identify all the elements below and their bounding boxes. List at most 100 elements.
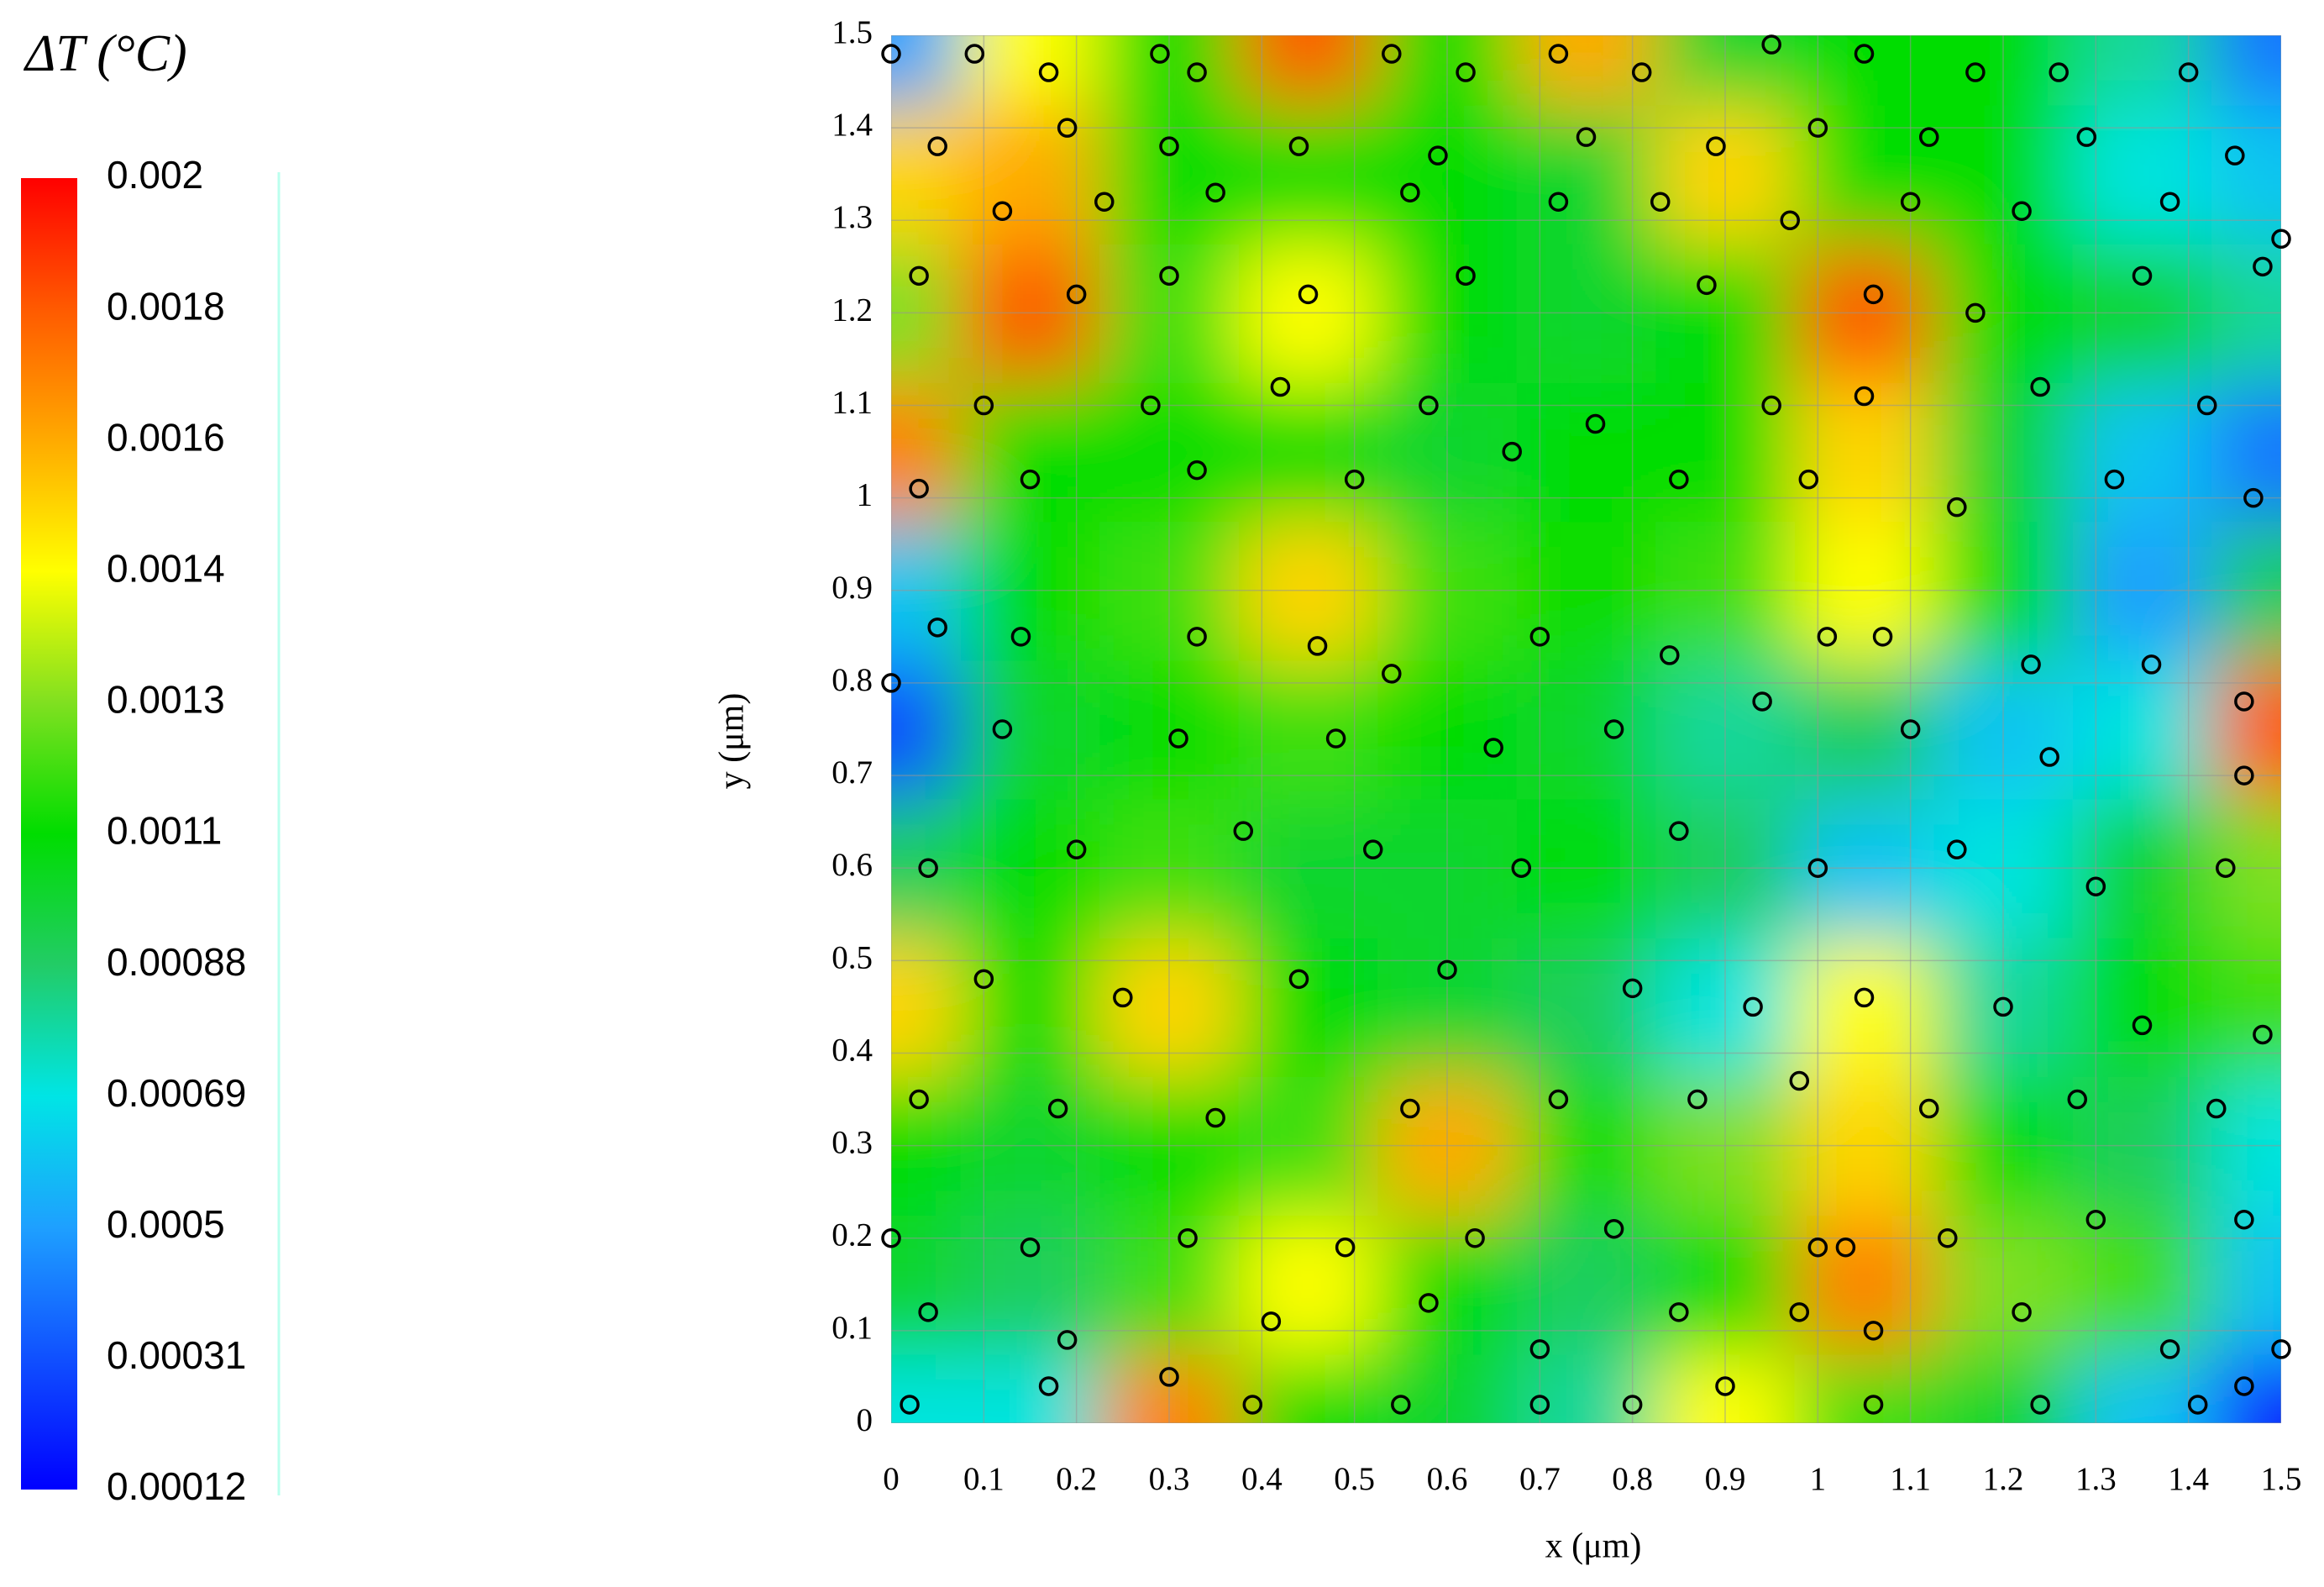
point — [2012, 1302, 2032, 1322]
point — [1660, 645, 1680, 665]
heat-cell — [2211, 382, 2281, 523]
point — [1233, 821, 1254, 841]
point — [1761, 395, 1781, 416]
heat-cell — [1794, 659, 1935, 800]
point — [1382, 664, 1402, 684]
point — [1159, 136, 1179, 156]
point — [1187, 627, 1207, 647]
point — [1020, 469, 1041, 490]
colorbar-tick-label: 0.00012 — [107, 1464, 246, 1508]
point — [1863, 1395, 1884, 1415]
x-tick-label: 1.1 — [1890, 1461, 1931, 1497]
x-tick-label: 0.9 — [1705, 1461, 1746, 1497]
point — [1529, 627, 1550, 647]
point — [2225, 145, 2245, 166]
point — [1437, 959, 1457, 980]
colorbar-tick-label: 0.0018 — [107, 284, 225, 328]
point — [1465, 1227, 1485, 1248]
point — [1752, 691, 1772, 712]
y-tick-label: 0.7 — [831, 754, 873, 791]
axes: 0 0.1 0.2 0.3 0.4 0.5 0.6 0.7 0.8 0.9 1 1.1 1.2 1.3 1.… — [831, 14, 2301, 1497]
point — [1798, 469, 1819, 490]
point — [1298, 284, 1319, 305]
point — [1835, 1237, 1856, 1258]
y-tick-label: 1.3 — [831, 199, 873, 235]
point — [1456, 265, 1476, 286]
point — [2076, 127, 2097, 147]
point — [2196, 395, 2217, 416]
point — [1669, 1302, 1689, 1322]
colorbar-tick-label: 0.002 — [107, 153, 203, 197]
y-tick-label: 0.2 — [831, 1217, 873, 1253]
point — [2178, 62, 2199, 82]
point — [1687, 1089, 1708, 1110]
point — [2085, 876, 2106, 896]
point — [1391, 1395, 1411, 1415]
heat-cell — [1516, 1215, 1657, 1355]
point — [1047, 1098, 1068, 1119]
point — [1669, 821, 1689, 841]
y-tick-label: 0.9 — [831, 570, 873, 606]
point — [2049, 62, 2069, 82]
x-tick-label: 1.2 — [1983, 1461, 2024, 1497]
point — [1585, 413, 1606, 434]
point — [1325, 728, 1346, 749]
point — [1159, 265, 1179, 286]
point — [1113, 987, 1133, 1008]
point — [2030, 1395, 2050, 1415]
point — [1548, 44, 1569, 64]
point — [909, 1089, 929, 1110]
y-tick-label: 0.3 — [831, 1125, 873, 1161]
point — [1270, 376, 1291, 397]
heat-cell — [960, 1353, 1101, 1423]
point — [1900, 719, 1921, 739]
point — [2159, 1339, 2180, 1359]
point — [2216, 858, 2236, 878]
y-tick-label: 1.5 — [831, 14, 873, 50]
point — [1187, 460, 1207, 481]
y-tick-label: 0.1 — [831, 1310, 873, 1346]
point — [2187, 1395, 2208, 1415]
x-tick-label: 1 — [1810, 1461, 1827, 1497]
x-tick-label: 0.5 — [1334, 1461, 1375, 1497]
colorbar — [21, 178, 77, 1490]
point — [1456, 62, 1476, 82]
point — [1965, 62, 1986, 82]
point — [2012, 201, 2032, 222]
point — [1761, 34, 1781, 55]
heat-cell — [2211, 659, 2281, 800]
heat-cell — [2211, 937, 2281, 1077]
colorbar-tick-label: 0.0013 — [107, 678, 225, 722]
point — [2234, 765, 2254, 786]
heat-cell — [1238, 104, 1379, 244]
points — [881, 34, 2291, 1415]
point — [1900, 192, 1921, 212]
point — [1362, 839, 1383, 859]
point — [2253, 256, 2273, 277]
point — [1807, 1237, 1828, 1258]
point — [1669, 469, 1689, 490]
point — [1400, 182, 1420, 202]
point — [1715, 1376, 1735, 1396]
heat-cell — [2211, 104, 2281, 244]
point — [2067, 1089, 2088, 1110]
colorbar-ticks: 0.002 0.0018 0.0016 0.0014 0.0013 0.0011 0.000… — [107, 153, 246, 1508]
point — [1918, 127, 1939, 147]
point — [2243, 487, 2264, 508]
x-tick-label: 1.3 — [2075, 1461, 2117, 1497]
point — [964, 44, 985, 64]
point — [1743, 996, 1763, 1017]
point — [1817, 627, 1838, 647]
colorbar-title: ΔT (°C) — [23, 25, 187, 82]
point — [1993, 996, 2013, 1017]
point — [1502, 441, 1522, 462]
point — [1603, 719, 1624, 739]
point — [1150, 44, 1170, 64]
point — [1400, 1098, 1420, 1119]
point — [2271, 229, 2291, 250]
point — [1807, 118, 1828, 138]
heat-cell — [1794, 35, 1935, 106]
point — [881, 673, 901, 693]
y-tick-label: 1 — [857, 477, 873, 513]
